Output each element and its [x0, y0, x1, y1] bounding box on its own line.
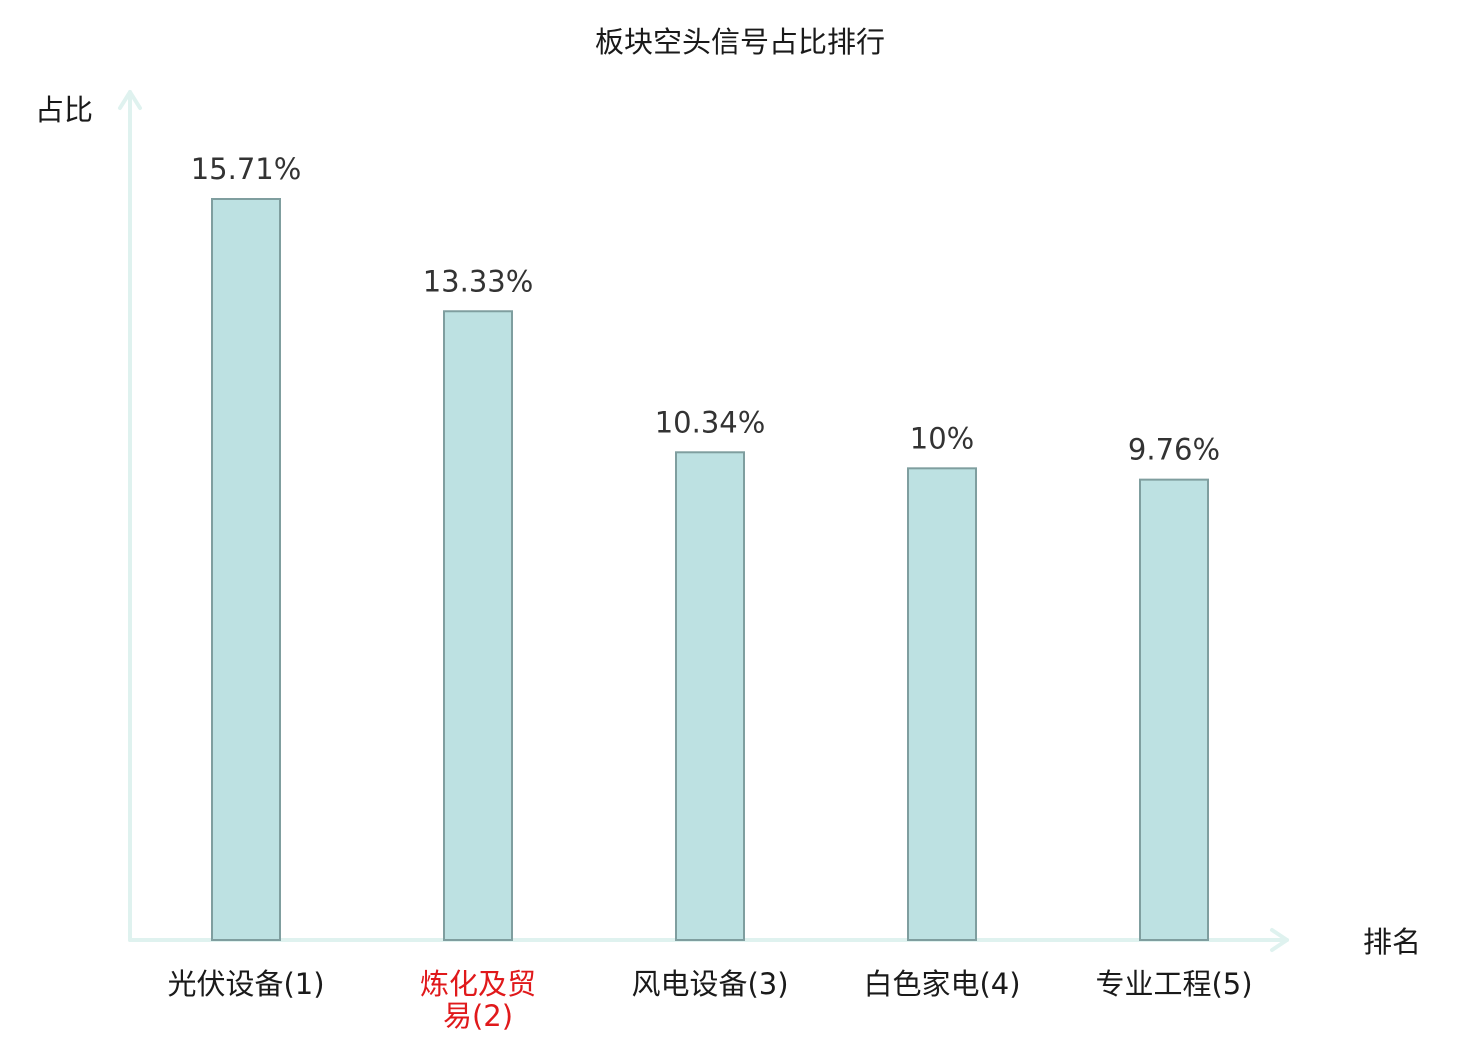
category-label-line: 光伏设备(1) [167, 967, 324, 1001]
category-label: 专业工程(5) [1095, 967, 1252, 1001]
category-labels: 光伏设备(1) 炼化及贸易(2) 风电设备(3) 白色家电(4) 专业工程(5) [167, 967, 1252, 1033]
category-label: 炼化及贸易(2) [420, 967, 536, 1033]
bar-value-label: 15.71% [191, 152, 302, 186]
bar [443, 310, 513, 941]
bar-series [211, 198, 1209, 941]
bar [211, 198, 281, 941]
category-label-line: 风电设备(3) [631, 967, 788, 1001]
bar-value-label: 10% [910, 421, 974, 455]
bar [675, 451, 745, 941]
chart-title: 板块空头信号占比排行 [595, 25, 885, 59]
category-label: 白色家电(4) [863, 967, 1020, 1001]
category-label: 风电设备(3) [631, 967, 788, 1001]
y-axis-arrow [118, 90, 142, 110]
category-label-line: 专业工程(5) [1095, 967, 1252, 1001]
category-label-line: 易(2) [443, 999, 513, 1033]
category-label: 光伏设备(1) [167, 967, 324, 1001]
category-label-line: 炼化及贸 [420, 967, 536, 1001]
bar [1139, 478, 1209, 941]
y-axis: 占比 [35, 90, 142, 942]
x-axis: 排名 [128, 925, 1421, 959]
y-axis-title: 占比 [35, 93, 93, 127]
value-labels: 15.71% 13.33% 10.34% 10% 9.76% [191, 152, 1220, 467]
bar-value-label: 9.76% [1128, 433, 1220, 467]
bar-value-label: 10.34% [655, 405, 766, 439]
x-axis-arrow [1270, 928, 1289, 952]
bar [907, 467, 977, 941]
category-label-line: 白色家电(4) [863, 967, 1020, 1001]
x-axis-title: 排名 [1363, 925, 1421, 959]
bar-value-label: 13.33% [423, 264, 534, 298]
